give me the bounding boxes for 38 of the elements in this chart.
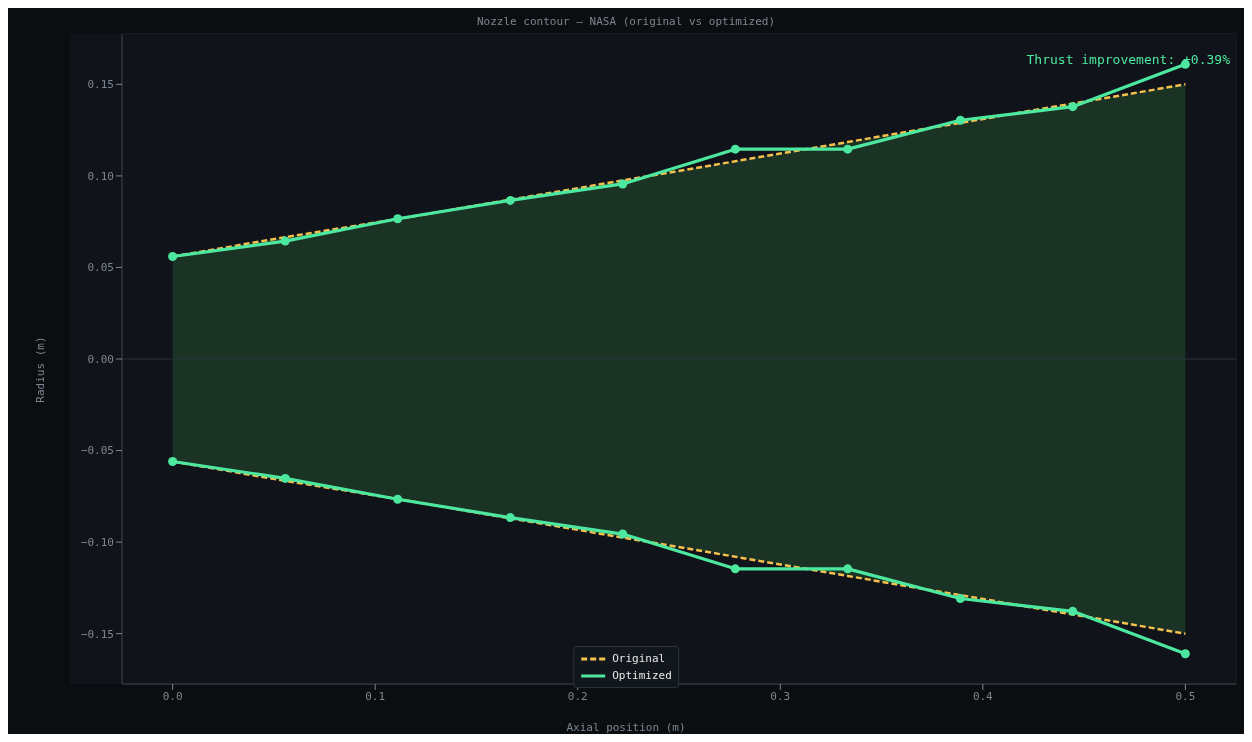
- point: [618, 529, 628, 539]
- point: [1180, 649, 1190, 659]
- x-axis-title: Axial position (m): [565, 721, 687, 734]
- x-tick-label: 0.4: [972, 689, 994, 703]
- point: [168, 457, 178, 467]
- point: [505, 513, 515, 523]
- x-tick-label: 0.3: [770, 689, 791, 703]
- y-tick-label: 0.00: [87, 352, 114, 366]
- y-tick-label: −0.15: [80, 627, 114, 641]
- y-tick-label: 0.15: [87, 78, 114, 92]
- point: [280, 473, 290, 483]
- x-tick-label: 0.2: [567, 689, 588, 703]
- annotation: Thrust improvement: +0.39%: [1026, 52, 1230, 67]
- point: [730, 144, 740, 154]
- chart-title: Nozzle contour — NASA (original vs optimized): [476, 15, 776, 28]
- x-tick-label: 0.5: [1175, 689, 1196, 703]
- legend-label: Optimized: [612, 668, 672, 684]
- y-axis-title: Radius (m): [33, 335, 47, 405]
- legend-label: Original: [612, 651, 666, 667]
- point: [618, 179, 628, 189]
- point: [843, 564, 853, 574]
- y-tick-label: −0.10: [80, 536, 114, 549]
- y-tick-label: 0.05: [87, 261, 114, 275]
- point: [955, 593, 965, 603]
- point: [393, 214, 403, 224]
- x-tick-label: 0.1: [365, 689, 386, 703]
- point: [730, 564, 740, 574]
- x-tick-label: 0.0: [162, 689, 183, 703]
- point: [843, 144, 853, 154]
- point: [1068, 102, 1078, 112]
- point: [280, 236, 290, 246]
- point: [955, 115, 965, 125]
- point: [393, 494, 403, 504]
- point: [1068, 606, 1078, 616]
- point: [505, 195, 515, 205]
- point: [168, 251, 178, 261]
- y-tick-label: −0.05: [80, 444, 114, 458]
- y-tick-label: 0.10: [87, 169, 114, 183]
